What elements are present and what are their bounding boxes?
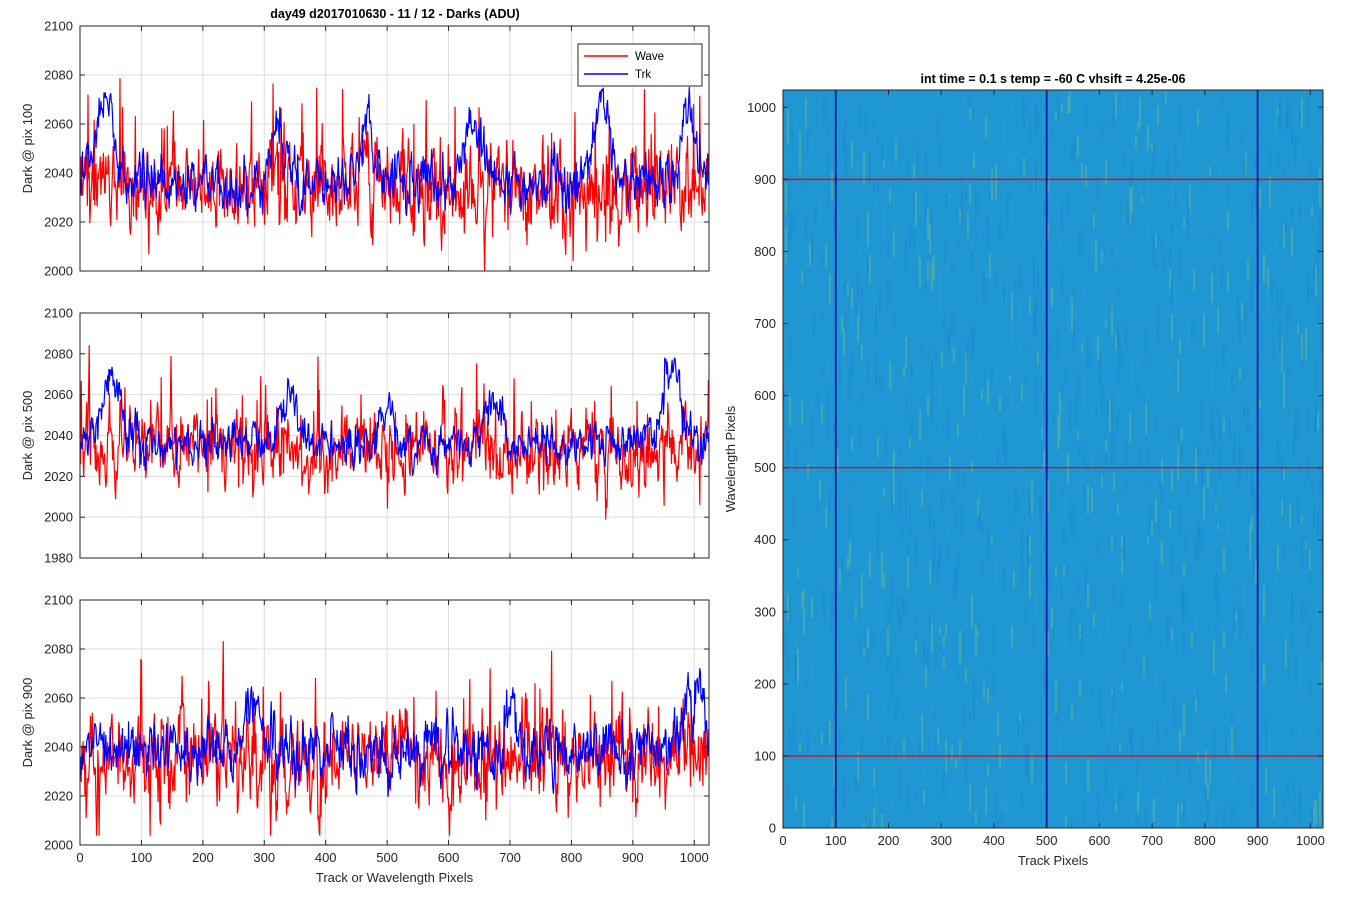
ytick-label-2080: 2080 xyxy=(44,68,73,83)
ytick-label-100: 100 xyxy=(754,748,776,763)
xtick-label-0: 0 xyxy=(779,833,786,848)
panel-4: 0 100 200 300 400 500 600 700 800 900 1000 0 100 200 3… xyxy=(723,72,1325,868)
ytick-label-800: 800 xyxy=(754,244,776,259)
ytick-label-1980: 1980 xyxy=(44,551,73,566)
xtick-label-400: 400 xyxy=(983,833,1005,848)
heatmap-hot-streaks xyxy=(785,91,1323,828)
ytick-label-700: 700 xyxy=(754,316,776,331)
series-line-trk-panel-1 xyxy=(80,86,709,217)
ytick-label-2060: 2060 xyxy=(44,117,73,132)
ytick-label-400: 400 xyxy=(754,532,776,547)
xtick-label-1000: 1000 xyxy=(680,850,709,865)
xtick-label-600: 600 xyxy=(438,850,460,865)
xtick-label-500: 500 xyxy=(1036,833,1058,848)
xtick-label-700: 700 xyxy=(1141,833,1163,848)
ytick-label-1000: 1000 xyxy=(747,100,776,115)
axes-frame xyxy=(79,25,710,272)
plot-area xyxy=(80,600,709,845)
xtick-label-300: 300 xyxy=(253,850,275,865)
xtick-label-300: 300 xyxy=(930,833,952,848)
xtick-label-1000: 1000 xyxy=(1296,833,1325,848)
ytick-label-2020: 2020 xyxy=(44,215,73,230)
ytick-label-2040: 2040 xyxy=(44,740,73,755)
axes-frame xyxy=(782,89,1324,829)
y-axis-label: Dark @ pix 900 xyxy=(20,678,35,768)
xtick-label-800: 800 xyxy=(1194,833,1216,848)
ytick-label-600: 600 xyxy=(754,388,776,403)
heatmap-base xyxy=(783,90,1323,828)
ytick-label-2080: 2080 xyxy=(44,642,73,657)
ytick-label-900: 900 xyxy=(754,172,776,187)
ytick-label-2100: 2100 xyxy=(44,19,73,34)
heatmap-image xyxy=(783,90,1323,828)
xtick-label-700: 700 xyxy=(499,850,521,865)
xtick-label-600: 600 xyxy=(1089,833,1111,848)
xtick-label-200: 200 xyxy=(192,850,214,865)
xtick-label-800: 800 xyxy=(561,850,583,865)
panel-title: int time = 0.1 s temp = -60 C vhsift = 4… xyxy=(920,72,1185,86)
legend-label-trk: Trk xyxy=(635,69,651,81)
xtick-label-400: 400 xyxy=(315,850,337,865)
ytick-label-2060: 2060 xyxy=(44,691,73,706)
ytick-label-2000: 2000 xyxy=(44,264,73,279)
ytick-label-2100: 2100 xyxy=(44,593,73,608)
ytick-label-500: 500 xyxy=(754,460,776,475)
xtick-label-900: 900 xyxy=(1247,833,1269,848)
ytick-label-2080: 2080 xyxy=(44,346,73,361)
ytick-label-2040: 2040 xyxy=(44,166,73,181)
panel-3: 0 100 200 300 400 500 600 700 800 900 1000 2000 2020… xyxy=(20,593,710,885)
legend-box xyxy=(577,43,703,87)
ytick-label-2000: 2000 xyxy=(44,510,73,525)
ytick-label-200: 200 xyxy=(754,676,776,691)
ytick-label-2020: 2020 xyxy=(44,789,73,804)
y-axis-label: Wavelength Pixels xyxy=(723,405,738,512)
y-axis-label: Dark @ pix 500 xyxy=(20,391,35,481)
ytick-label-2020: 2020 xyxy=(44,469,73,484)
series-line-trk-panel-3 xyxy=(80,668,709,798)
panel-2: 1980 2000 2020 2040 2060 2080 2100 Dark @ pix 5… xyxy=(20,306,710,566)
xtick-label-900: 900 xyxy=(622,850,644,865)
y-axis-label: Dark @ pix 100 xyxy=(20,104,35,194)
xtick-label-100: 100 xyxy=(131,850,153,865)
ytick-label-2100: 2100 xyxy=(44,306,73,321)
ytick-label-300: 300 xyxy=(754,604,776,619)
ytick-label-2000: 2000 xyxy=(44,838,73,853)
ytick-label-0: 0 xyxy=(769,821,776,836)
xtick-label-0: 0 xyxy=(76,850,83,865)
figure-title: day49 d2017010630 - 11 / 12 - Darks (ADU… xyxy=(270,7,519,21)
legend: Wave Trk xyxy=(577,43,703,87)
x-axis-label: Track or Wavelength Pixels xyxy=(316,870,474,885)
series-line-trk-panel-2 xyxy=(80,357,709,476)
xtick-label-100: 100 xyxy=(825,833,847,848)
ytick-label-2040: 2040 xyxy=(44,428,73,443)
legend-label-wave: Wave xyxy=(635,51,664,63)
x-axis-label: Track Pixels xyxy=(1018,853,1089,868)
ytick-label-2060: 2060 xyxy=(44,387,73,402)
axes-frame xyxy=(79,599,710,846)
xtick-label-500: 500 xyxy=(376,850,398,865)
xtick-label-200: 200 xyxy=(878,833,900,848)
